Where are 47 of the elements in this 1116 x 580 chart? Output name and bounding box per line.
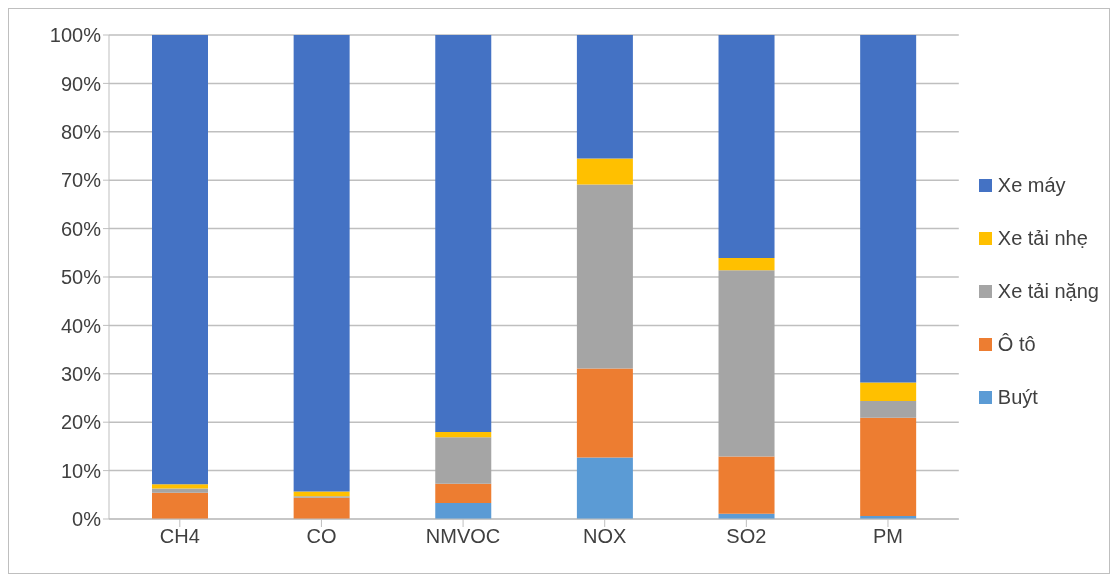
y-tick-label: 70% <box>60 169 102 192</box>
bar <box>860 400 917 418</box>
legend-label: Xe máy <box>997 173 1066 197</box>
bar <box>435 431 492 438</box>
bar <box>576 158 633 185</box>
bar <box>718 270 775 457</box>
bar <box>718 258 775 271</box>
bar <box>152 35 208 485</box>
x-tick-label: NOX <box>583 525 627 548</box>
y-tick-label: 40% <box>60 314 102 337</box>
x-tick-label: CO <box>306 525 337 548</box>
bar <box>576 368 633 458</box>
x-tick-label: NMVOC <box>425 525 501 548</box>
y-tick-label: 80% <box>60 120 102 143</box>
bar <box>718 456 775 514</box>
x-tick-label: CH4 <box>159 525 200 548</box>
y-tick-label: 90% <box>60 72 102 95</box>
bar <box>293 497 350 519</box>
bar <box>293 35 350 492</box>
bar <box>293 491 350 497</box>
y-tick-label: 10% <box>60 459 102 482</box>
y-tick-label: 0% <box>72 508 102 531</box>
y-tick-label: 60% <box>60 217 102 240</box>
legend-label: Buýt <box>997 385 1038 409</box>
bar <box>576 35 633 159</box>
bar <box>718 35 775 259</box>
y-tick-label: 50% <box>60 266 102 289</box>
x-tick-label: PM <box>872 525 903 548</box>
y-tick-label: 100% <box>49 24 102 47</box>
bar <box>860 382 917 401</box>
legend-label: Ô tô <box>997 332 1036 356</box>
bar <box>860 417 917 517</box>
bar <box>576 184 633 369</box>
bar <box>152 488 208 493</box>
bar <box>152 484 208 489</box>
y-tick-label: 30% <box>60 362 102 385</box>
legend-label: Xe tải nặng <box>997 279 1099 303</box>
bar <box>152 492 208 519</box>
x-tick-label: SO2 <box>726 525 767 548</box>
bar <box>860 35 917 383</box>
bar <box>435 35 492 432</box>
bar <box>435 483 492 504</box>
y-tick-label: 20% <box>60 411 102 434</box>
bar <box>435 437 492 484</box>
bar <box>576 457 633 519</box>
bar <box>435 503 492 519</box>
legend-label: Xe tải nhẹ <box>997 226 1088 250</box>
